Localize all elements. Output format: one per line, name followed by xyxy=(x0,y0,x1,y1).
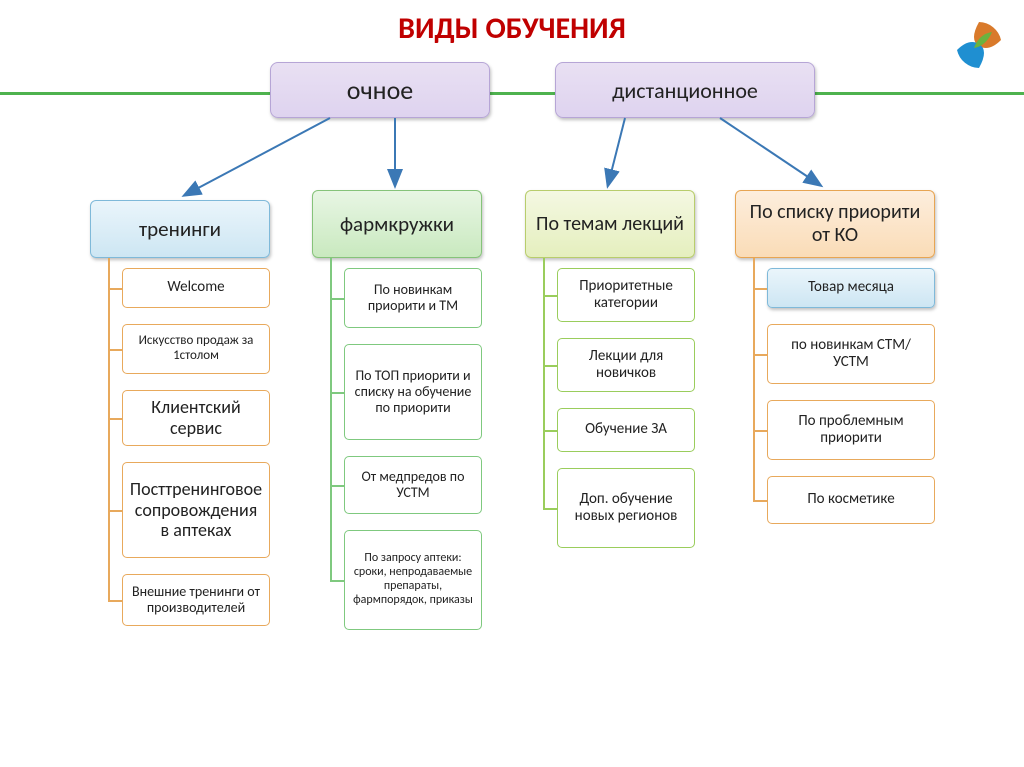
divider-line xyxy=(0,92,1024,95)
category-header-farm: фармкружки xyxy=(312,190,482,258)
category-header-trainings: тренинги xyxy=(90,200,270,258)
connector xyxy=(108,418,122,420)
item-row: Обучение ЗА xyxy=(543,408,695,452)
item-box: Внешние тренинги от производителей xyxy=(122,574,270,626)
connector xyxy=(330,392,344,394)
connector xyxy=(543,430,557,432)
item-row: По запросу аптеки: сроки, непродаваемые … xyxy=(330,530,482,630)
item-row: Welcome xyxy=(108,268,270,308)
connector xyxy=(330,298,344,300)
connector xyxy=(753,354,767,356)
items-wrap: Приоритетные категории Лекции для новичко… xyxy=(543,258,695,548)
connector xyxy=(543,508,557,510)
item-box: По проблемным приорити xyxy=(767,400,935,460)
item-box: Товар месяца xyxy=(767,268,935,308)
item-box: Обучение ЗА xyxy=(557,408,695,452)
connector xyxy=(108,349,122,351)
category-header-lectures: По темам лекций xyxy=(525,190,695,258)
connector xyxy=(753,430,767,432)
item-row: От медпредов по УСТМ xyxy=(330,456,482,514)
item-box: По запросу аптеки: сроки, непродаваемые … xyxy=(344,530,482,630)
item-row: По проблемным приорити xyxy=(753,400,935,460)
item-box: От медпредов по УСТМ xyxy=(344,456,482,514)
item-box: по новинкам СТМ/УСТМ xyxy=(767,324,935,384)
item-row: Лекции для новичков xyxy=(543,338,695,392)
item-row: По новинкам приорити и ТМ xyxy=(330,268,482,328)
column-trainings: тренинги Welcome Искусство продаж за 1стол… xyxy=(90,200,270,642)
top-node-ochnoe: очное xyxy=(270,62,490,118)
item-row: Товар месяца xyxy=(753,268,935,308)
connector xyxy=(108,288,122,290)
item-box: Посттренинговое сопровождения в аптеках xyxy=(122,462,270,558)
connector xyxy=(108,600,122,602)
item-box: Лекции для новичков xyxy=(557,338,695,392)
item-row: Посттренинговое сопровождения в аптеках xyxy=(108,462,270,558)
item-box: По ТОП приорити и списку на обучение по … xyxy=(344,344,482,440)
item-row: по новинкам СТМ/УСТМ xyxy=(753,324,935,384)
connector xyxy=(543,295,557,297)
item-box: Welcome xyxy=(122,268,270,308)
connector xyxy=(753,288,767,290)
column-priority: По списку приорити от КО Товар месяца по н… xyxy=(735,190,935,540)
arrow xyxy=(720,118,820,185)
item-box: Клиентский сервис xyxy=(122,390,270,446)
item-box: Приоритетные категории xyxy=(557,268,695,322)
connector xyxy=(753,500,767,502)
logo-icon xyxy=(954,20,1004,70)
connector xyxy=(330,485,344,487)
items-wrap: Товар месяца по новинкам СТМ/УСТМ По пробл… xyxy=(753,258,935,524)
item-row: Приоритетные категории xyxy=(543,268,695,322)
item-row: Внешние тренинги от производителей xyxy=(108,574,270,626)
item-box: По новинкам приорити и ТМ xyxy=(344,268,482,328)
top-node-dist: дистанционное xyxy=(555,62,815,118)
item-row: По косметике xyxy=(753,476,935,524)
page-title: ВИДЫ ОБУЧЕНИЯ xyxy=(0,0,1024,47)
column-farm: фармкружки По новинкам приорити и ТМ По ТО… xyxy=(312,190,482,646)
arrow xyxy=(608,118,625,185)
column-lectures: По темам лекций Приоритетные категории Лек… xyxy=(525,190,695,564)
arrow xyxy=(185,118,330,195)
category-header-priority: По списку приорити от КО xyxy=(735,190,935,258)
item-row: Искусство продаж за 1столом xyxy=(108,324,270,374)
item-row: Клиентский сервис xyxy=(108,390,270,446)
item-row: По ТОП приорити и списку на обучение по … xyxy=(330,344,482,440)
item-box: Искусство продаж за 1столом xyxy=(122,324,270,374)
connector xyxy=(108,510,122,512)
item-box: По косметике xyxy=(767,476,935,524)
connector xyxy=(543,365,557,367)
items-wrap: По новинкам приорити и ТМ По ТОП приорити… xyxy=(330,258,482,630)
item-row: Доп. обучение новых регионов xyxy=(543,468,695,548)
items-wrap: Welcome Искусство продаж за 1столом Клиент… xyxy=(108,258,270,626)
item-box: Доп. обучение новых регионов xyxy=(557,468,695,548)
connector xyxy=(330,580,344,582)
